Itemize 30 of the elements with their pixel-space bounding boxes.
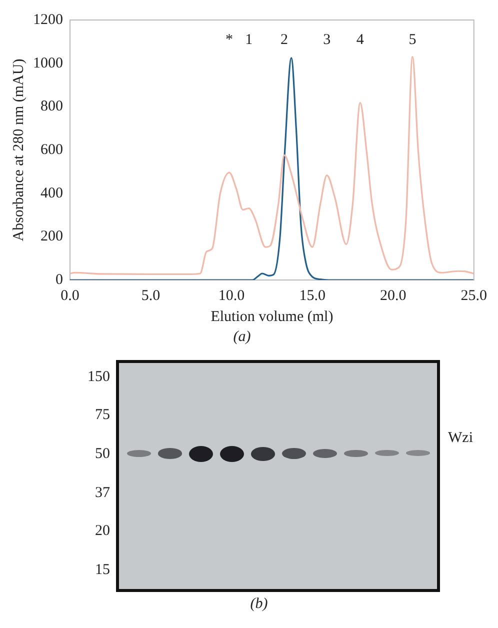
x-tick-label: 25.0 bbox=[460, 288, 487, 304]
x-tick-label: 5.0 bbox=[141, 288, 160, 304]
text: 37 bbox=[94, 484, 110, 502]
annotation: 5 bbox=[408, 32, 416, 48]
y-tick-label: 400 bbox=[40, 185, 63, 202]
y-tick-label: 0 bbox=[56, 272, 63, 288]
annotation: 2 bbox=[280, 32, 288, 48]
x-tick-label: 20.0 bbox=[380, 288, 406, 304]
x-tick-label: 0.0 bbox=[60, 288, 80, 304]
text: 50 bbox=[94, 446, 110, 464]
y-tick-label: 1200 bbox=[33, 12, 63, 28]
x-tick-label: 15.0 bbox=[299, 288, 326, 304]
annotation: 3 bbox=[323, 32, 331, 48]
text: 15 bbox=[94, 562, 110, 580]
x-tick-label: 10.0 bbox=[218, 288, 245, 304]
annotation: * bbox=[226, 32, 234, 48]
x-axis-title: Elution volume (ml) bbox=[210, 308, 334, 325]
text: 75 bbox=[94, 407, 110, 424]
text: (b) bbox=[249, 596, 269, 613]
y-tick-label: 200 bbox=[40, 228, 63, 245]
text: 150 bbox=[86, 368, 110, 386]
text: (a) bbox=[233, 328, 251, 345]
text: 20 bbox=[94, 523, 110, 540]
annotation: 1 bbox=[245, 32, 253, 48]
y-tick-label: 1000 bbox=[33, 55, 63, 72]
y-axis-title: Absorbance at 280 nm (mAU) bbox=[10, 58, 27, 242]
y-tick-label: 800 bbox=[40, 98, 63, 115]
text: Wzi bbox=[448, 430, 473, 446]
y-tick-label: 600 bbox=[40, 142, 63, 158]
annotation: 4 bbox=[356, 32, 364, 48]
